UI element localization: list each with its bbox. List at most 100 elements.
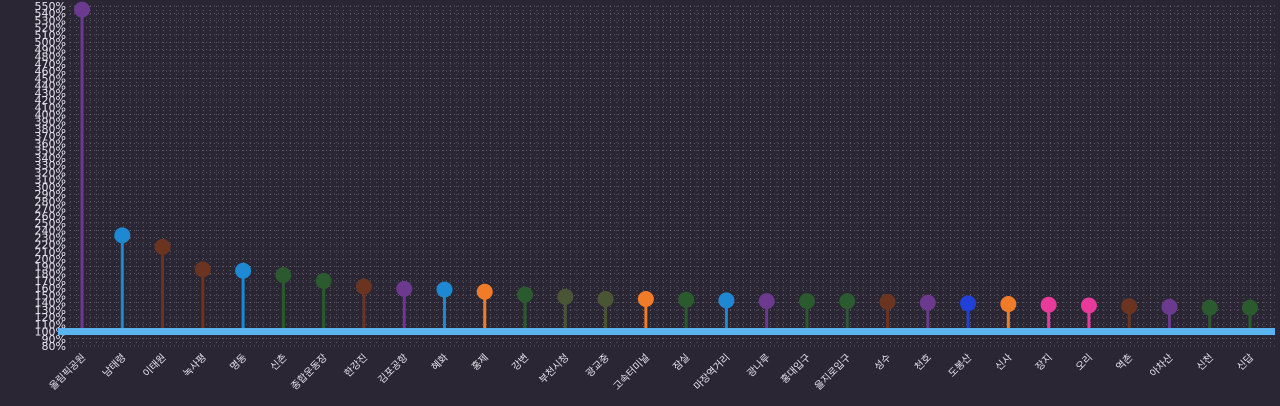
stems [80,9,1252,332]
y-tick-label: 130% [35,304,66,317]
x-tick-label: 역촌 [1114,352,1136,374]
y-tick-label: 170% [35,275,66,288]
y-tick-label: 90% [42,333,66,346]
lollipop-point [355,278,372,295]
x-tick-label: 을지로입구 [812,351,854,393]
x-tick-label: 신답 [1235,352,1257,374]
y-tick-label: 520% [35,22,66,35]
lollipop-point [637,290,654,307]
points [74,1,1258,316]
x-tick-label: 홍제 [469,351,491,373]
x-tick-label: 장지 [1033,352,1055,374]
x-tick-label: 강변 [510,352,532,374]
lollipop-point [758,293,775,310]
x-tick-label: 신사 [993,352,1015,374]
y-tick-label: 360% [35,137,66,150]
lollipop-point [114,227,131,244]
y-tick-label: 540% [35,7,66,20]
y-tick-label: 220% [35,239,66,252]
y-tick-label: 410% [35,101,66,114]
x-tick-label: 성수 [872,352,894,374]
y-tick-label: 430% [35,87,66,100]
y-tick-label: 550% [35,0,66,13]
x-tick-label: 이태원 [141,352,169,380]
lollipop-point [436,281,453,298]
grid-lines [69,5,1275,347]
lollipop-point [74,1,90,18]
x-tick-label: 광교중 [584,352,612,380]
y-tick-label: 140% [35,297,66,310]
y-tick-label: 530% [35,14,66,27]
y-tick-label: 200% [35,253,66,266]
lollipop-point [960,295,977,312]
y-axis: 80%90%100%110%120%130%140%150%160%170%18… [35,0,66,353]
y-tick-label: 260% [35,210,66,223]
y-tick-label: 470% [35,58,66,71]
x-tick-label: 김포공항 [376,352,411,387]
baseline [58,328,1275,336]
lollipop-point [1121,298,1138,315]
lollipop-point [678,291,695,308]
x-tick-label: 올림픽공원 [47,352,88,393]
y-tick-label: 490% [35,43,66,56]
lollipop-point [396,280,413,297]
x-tick-label: 아차산 [1148,352,1176,380]
x-tick-label: 혜화 [429,352,451,374]
baseline-bar [58,328,1275,336]
y-tick-label: 370% [35,130,66,143]
y-tick-label: 350% [35,145,66,158]
x-tick-label: 한강진 [342,352,370,380]
lollipop-point [235,262,252,279]
lollipop-point [517,286,534,303]
x-tick-label: 신촌 [268,352,290,374]
x-tick-label: 고속터미널 [611,352,652,393]
x-tick-label: 마장역거리 [692,352,733,393]
y-tick-label: 290% [35,188,66,201]
y-tick-label: 190% [35,260,66,273]
y-tick-label: 330% [35,159,66,172]
x-tick-label: 광나루 [745,352,773,380]
x-tick-label: 신천 [1194,352,1216,374]
lollipop-point [476,283,493,300]
x-tick-label: 명동 [228,352,250,374]
x-tick-label: 녹사평 [181,352,209,380]
y-tick-label: 310% [35,174,66,187]
y-tick-label: 390% [35,116,66,129]
x-tick-label: 잠실 [671,352,693,374]
lollipop-point [1080,297,1097,314]
lollipop-point [275,267,292,284]
y-tick-label: 270% [35,203,66,216]
y-tick-label: 80% [42,340,66,353]
y-tick-label: 120% [35,311,66,324]
y-tick-label: 320% [35,166,66,179]
y-tick-label: 300% [35,181,66,194]
lollipop-point [194,261,211,278]
y-tick-label: 250% [35,217,66,230]
x-tick-label: 홍대입구 [778,351,813,386]
y-tick-label: 510% [35,29,66,42]
y-tick-label: 180% [35,268,66,281]
lollipop-point [718,292,735,309]
lollipop-point [315,272,332,289]
lollipop-point [798,293,815,310]
lollipop-point [1000,296,1017,313]
lollipop-point [839,293,856,310]
x-tick-label: 천호 [912,352,934,374]
lollipop-point [1040,296,1057,313]
lollipop-point [1201,299,1218,316]
x-tick-label: 부천시청 [537,352,572,387]
y-tick-label: 160% [35,282,66,295]
y-tick-label: 380% [35,123,66,136]
lollipop-point [879,293,896,310]
y-tick-label: 230% [35,231,66,244]
y-tick-label: 480% [35,51,66,64]
x-tick-label: 남태령 [100,352,128,380]
y-tick-label: 440% [35,80,66,93]
y-tick-label: 240% [35,224,66,237]
x-axis: 올림픽공원 남태령 이태원 녹사평 명동 신촌 종합운동장 한강진 김포공항 혜화 홍제 강변 부천시청… [47,351,1256,393]
lollipop-point [919,294,936,311]
x-tick-label: 도봉산 [946,352,974,380]
lollipop-point [597,290,614,307]
y-tick-label: 450% [35,72,66,85]
